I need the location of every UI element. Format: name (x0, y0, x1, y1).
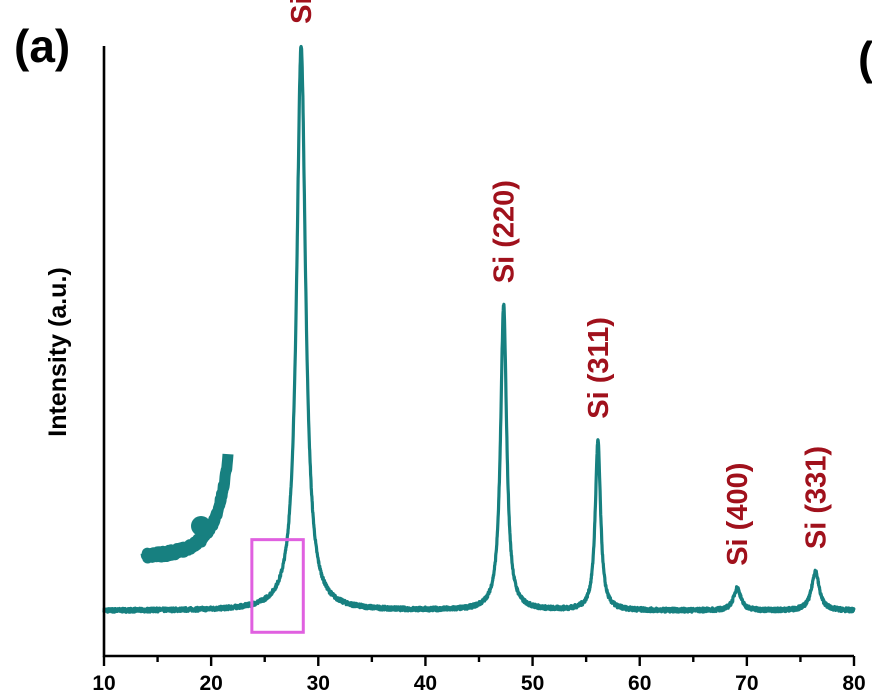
peak-label: Si (400) (722, 463, 754, 566)
x-tick-label: 40 (414, 672, 437, 695)
x-tick-label: 70 (735, 672, 758, 695)
highlight-box (250, 538, 305, 634)
x-tick-label: 10 (92, 672, 115, 695)
x-tick-label: 80 (842, 672, 865, 695)
inset-line (140, 453, 234, 564)
inset-marker (191, 516, 211, 536)
y-axis-label: Intensity (a.u.) (44, 267, 72, 436)
peak-labels: Si (111) Si (220) Si (311) Si (400) Si (331) (286, 0, 832, 566)
series-line (102, 44, 856, 614)
x-tick-label: 30 (307, 672, 330, 695)
peak-label: Si (111) (286, 0, 318, 24)
next-panel-label: ( (858, 32, 872, 84)
x-tick-label: 50 (521, 672, 544, 695)
peak-label: Si (331) (800, 446, 832, 549)
x-tick-label: 20 (199, 672, 222, 695)
peak-label: Si (311) (583, 317, 615, 419)
x-ticks: 10 20 30 40 50 60 70 80 (92, 656, 866, 695)
inset-zoom (140, 453, 234, 564)
peak-label: Si (220) (489, 180, 521, 283)
x-tick-label: 60 (628, 672, 651, 695)
plot-area (102, 44, 856, 614)
panel-label: (a) (14, 20, 70, 72)
